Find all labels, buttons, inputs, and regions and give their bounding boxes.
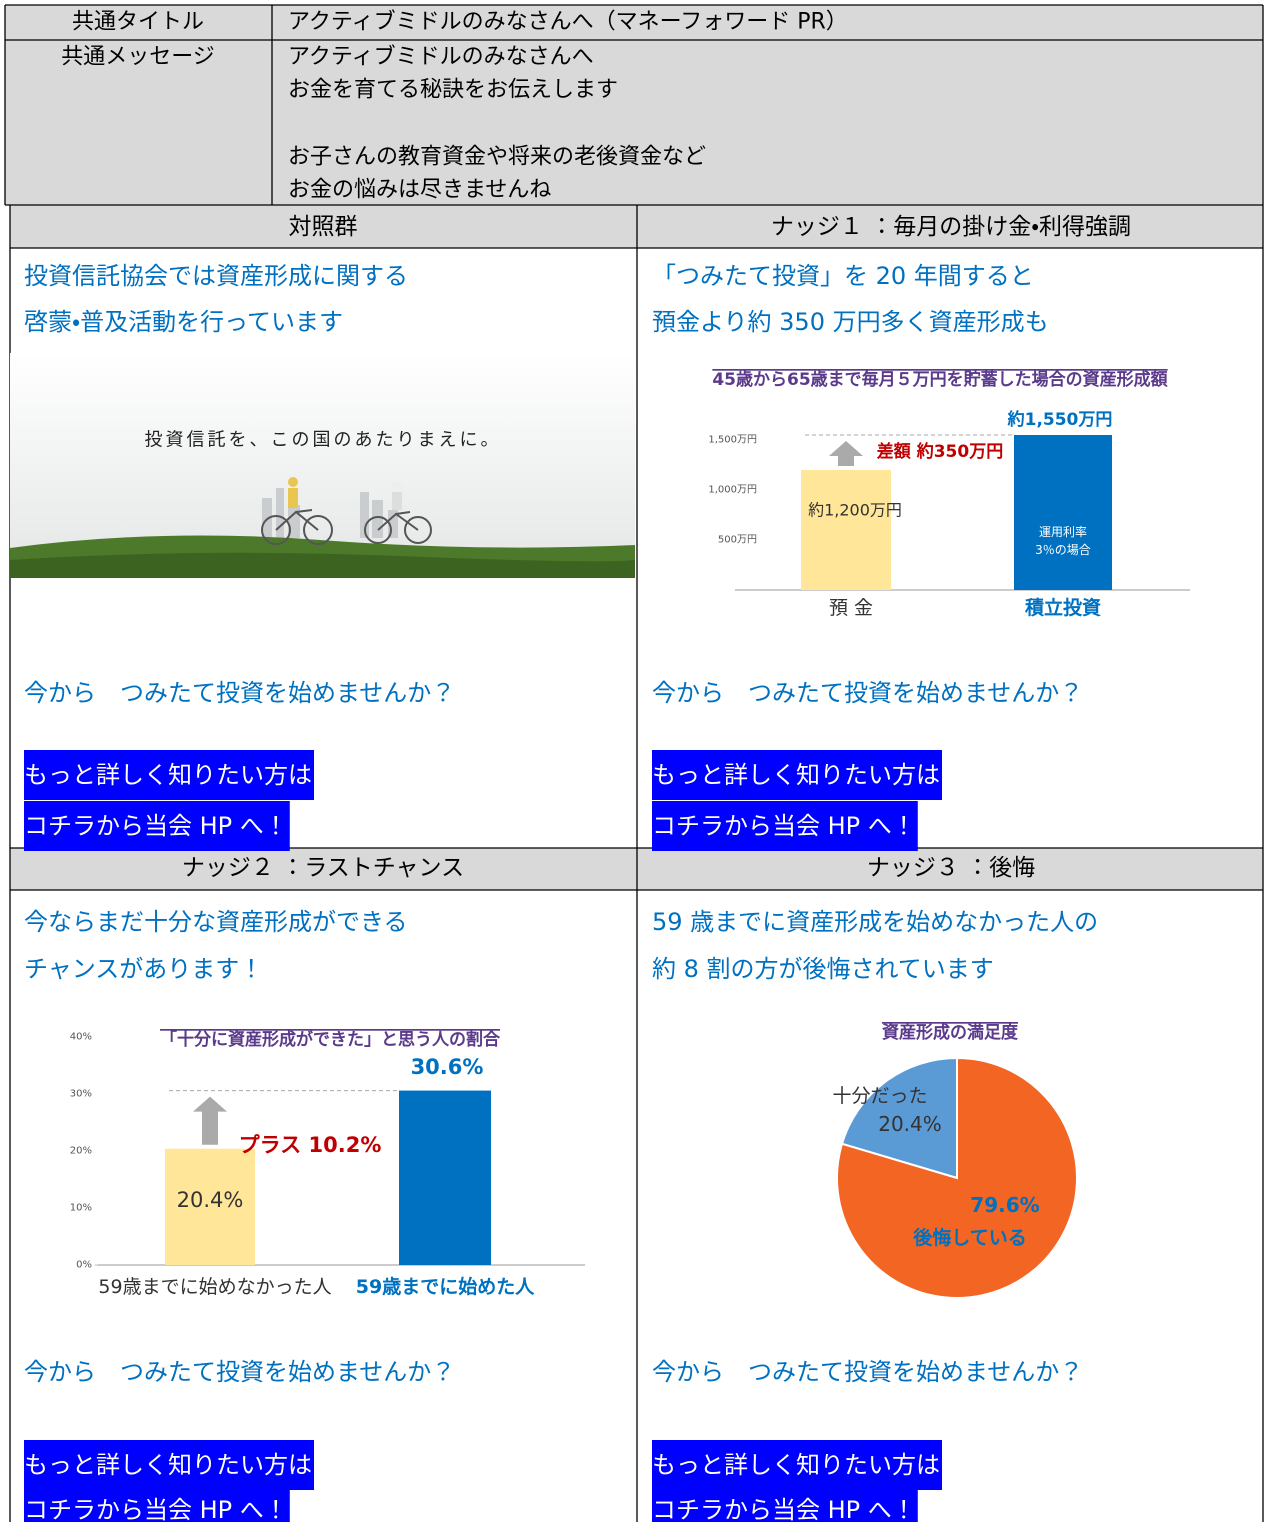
value-label: 約1,550万円 [1007,409,1113,430]
panel-heading: ナッジ３ ：後悔 [867,855,1035,881]
row-label: 共通メッセージ [61,45,215,70]
cta-text: 今から つみたて投資を始めませんか？ [652,679,1083,707]
value-label: 20.4% [878,1112,942,1136]
slice-category: 後悔している [912,1226,1026,1249]
value-label: 30.6% [411,1055,484,1079]
page: 共通タイトル アクティブミドルのみなさんへ（マネーフォワード PR） 共通メッセージ… [0,0,1268,1522]
row-text: お金の悩みは尽きませんね [288,178,551,203]
arrow [829,441,863,466]
row-text: アクティブミドルのみなさんへ（マネーフォワード PR） [288,10,848,35]
annotation: プラス 10.2% [239,1133,382,1157]
annotation: 3％の場合 [1035,543,1091,557]
panel-heading: 対照群 [289,214,358,240]
y-tick-label: 40% [70,1032,92,1043]
panel-heading: ナッジ１ ：毎月の掛け金・利得強調 [771,214,1131,240]
row-label: 共通タイトル [72,10,204,35]
row-text: お子さんの教育資金や将来の老後資金など [288,145,706,170]
cta-text: 今から つみたて投資を始めませんか？ [24,679,455,707]
chart-title: 「十分に資産形成ができた」と思う人の割合 [160,1029,501,1050]
button-text[interactable]: もっと詳しく知りたい方は [652,1451,940,1479]
x-tick-label: 59歳までに始めた人 [356,1275,535,1298]
x-tick-label: 預 金 [829,597,873,619]
y-tick-label: 20% [70,1146,92,1157]
x-tick-label: 積立投資 [1025,596,1101,619]
button-text[interactable]: コチラから当会 HP へ！ [652,1496,916,1522]
headline: 投資信託協会では資産形成に関する [24,262,408,290]
photo [10,353,635,578]
chart-title: 45歳から65歳まで毎月５万円を貯蓄した場合の資産形成額 [712,369,1168,390]
y-tick-label: 0% [76,1260,92,1271]
headline: 啓蒙・普及活動を行っています [24,308,343,336]
button-text[interactable]: もっと詳しく知りたい方は [652,761,940,789]
header-bg [5,5,1263,205]
y-tick-label: 30% [70,1089,92,1100]
value-label: 約1,200万円 [808,501,902,520]
value-label: 79.6% [970,1193,1039,1217]
bar [399,1091,491,1265]
headline: 約 8 割の方が後悔されています [652,955,994,983]
cta-text: 今から つみたて投資を始めませんか？ [24,1358,455,1386]
row-text: お金を育てる秘訣をお伝えします [288,78,618,103]
y-tick-label: 1,500万円 [708,435,757,446]
headline: 今ならまだ十分な資産形成ができる [24,908,408,936]
button-text[interactable]: もっと詳しく知りたい方は [24,1451,312,1479]
button-text[interactable]: コチラから当会 HP へ！ [652,812,916,840]
button-text[interactable]: コチラから当会 HP へ！ [24,1496,288,1522]
y-tick-label: 10% [70,1203,92,1214]
button-text[interactable]: コチラから当会 HP へ！ [24,812,288,840]
cta-text: 今から つみたて投資を始めませんか？ [652,1358,1083,1386]
y-tick-label: 1,000万円 [708,485,757,496]
row-text: アクティブミドルのみなさんへ [288,45,594,70]
arrow [193,1097,227,1145]
headline: 「つみたて投資」を 20 年間すると [652,262,1034,290]
annotation: 運用利率 [1039,525,1087,539]
y-tick-label: 500万円 [718,535,757,546]
x-tick-label: 59歳までに始めなかった人 [98,1276,331,1298]
headline: 預金より約 350 万円多く資産形成も [652,308,1049,336]
image-caption: 投資信託を、この国のあたりまえに。 [145,430,502,451]
bar [1014,435,1112,590]
chart-title: 資産形成の満足度 [882,1022,1019,1043]
bar [801,470,891,590]
annotation: 差額 約350万円 [877,441,1003,462]
value-label: 20.4% [177,1188,244,1212]
headline: 59 歳までに資産形成を始めなかった人の [652,908,1098,936]
panel-heading: ナッジ２ ：ラストチャンス [182,855,464,881]
headline: チャンスがあります！ [24,955,263,983]
slice-category: 十分だった [832,1085,927,1107]
button-text[interactable]: もっと詳しく知りたい方は [24,761,312,789]
